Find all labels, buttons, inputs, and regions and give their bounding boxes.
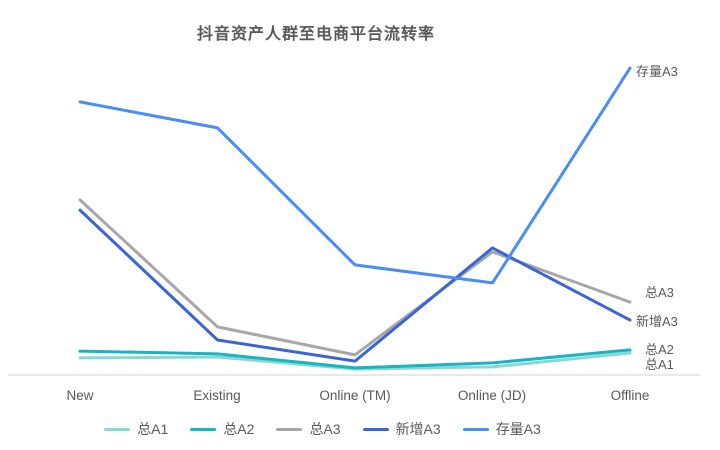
- legend-item-xinzeng-a3[interactable]: 新增A3: [362, 419, 441, 439]
- x-tick-label-offline: Offline: [610, 388, 650, 403]
- series-line-存量A3: [78, 66, 632, 285]
- legend-item-zong-a1[interactable]: 总A1: [104, 419, 168, 439]
- legend-swatch-zong-a1: [104, 427, 131, 431]
- x-axis-line: [8, 374, 700, 376]
- legend-label-zong-a2: 总A2: [223, 421, 255, 437]
- x-tick-label-existing: Existing: [193, 388, 241, 403]
- chart-title: 抖音资产人群至电商平台流转率: [196, 26, 435, 43]
- legend-swatch-cunliang-a3: [462, 427, 489, 431]
- legend-item-cunliang-a3[interactable]: 存量A3: [462, 419, 541, 439]
- x-tick-label-new: New: [66, 388, 94, 403]
- legend-swatch-zong-a2: [190, 427, 217, 431]
- legend-label-zong-a1: 总A1: [137, 421, 169, 437]
- x-tick-label-online-tm: Online (TM): [319, 388, 391, 403]
- line-end-label-cunliang-a3: 存量A3: [636, 64, 678, 79]
- series-line-总A2: [78, 348, 632, 370]
- legend-item-zong-a2[interactable]: 总A2: [190, 419, 254, 439]
- legend-label-cunliang-a3: 存量A3: [495, 421, 541, 437]
- series-line-总A3: [78, 198, 632, 357]
- legend-swatch-zong-a3: [276, 427, 303, 431]
- legend-label-xinzeng-a3: 新增A3: [395, 421, 441, 437]
- series-line-新增A3: [78, 208, 632, 363]
- line-end-label-xinzeng-a3: 新增A3: [636, 314, 678, 329]
- x-tick-label-online-jd: Online (JD): [457, 388, 527, 403]
- legend-swatch-xinzeng-a3: [362, 427, 389, 431]
- line-end-label-zong-a1: 总A1: [645, 357, 674, 372]
- chart-legend: 总A1 总A2 总A3 新增A3 存量A3: [0, 419, 645, 439]
- legend-item-zong-a3[interactable]: 总A3: [276, 419, 341, 439]
- line-end-label-zong-a3: 总A3: [645, 285, 674, 300]
- legend-label-zong-a3: 总A3: [309, 421, 341, 437]
- line-end-label-zong-a2: 总A2: [645, 342, 674, 357]
